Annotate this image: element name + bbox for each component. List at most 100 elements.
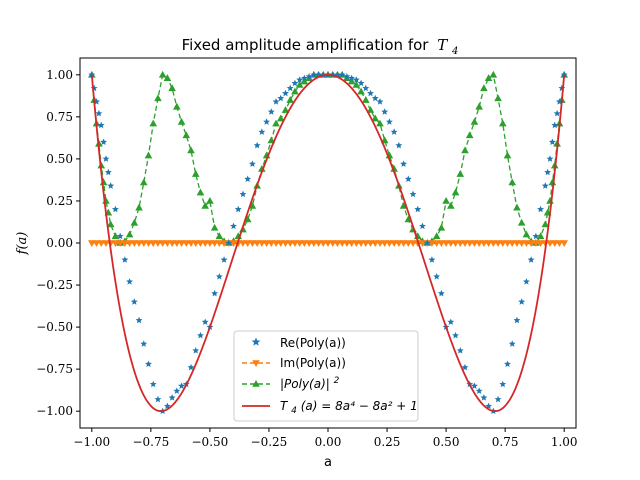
series-abs-point [281,106,290,113]
series-abs-point [99,178,108,186]
series-abs-point [215,232,224,240]
series-re-point [456,347,464,354]
series-abs-point [154,94,162,102]
series-re-point [423,239,431,246]
series-layer [88,70,568,415]
series-re-point [145,360,152,367]
series-re-point [300,74,308,82]
series-abs-point [517,218,526,226]
legend-entry-abs: |Poly(a)| 2 [242,376,340,391]
series-re-point [296,76,304,83]
series-abs-point [276,114,285,122]
series-abs-point [522,230,531,238]
series-re-point [447,318,455,325]
series-abs-point [347,77,356,85]
series-re-point [239,190,247,198]
series-abs-point [390,165,398,172]
series-abs-point [371,114,380,122]
series-re-point [187,363,195,371]
legend-label-abs: |Poly(a)| 2 [280,376,340,391]
series-abs-point [480,84,488,92]
series-re-point [178,382,185,389]
y-tick-label: −0.25 [36,278,73,292]
x-axis: −1.00 −0.75 −0.50 −0.25 0.00 0.25 0.50 0.75 1.00 [73,428,578,449]
series-abs-point [456,170,465,177]
series-re-point [461,363,469,371]
series-re-point [267,108,275,115]
series-re-point [225,239,233,246]
series-re-point [381,108,389,115]
series-re-point [371,94,379,102]
series-re-point [100,138,108,145]
series-abs-point [295,80,304,88]
series-re-point [475,387,483,394]
series-abs-point [248,202,257,209]
series-abs-point [144,151,153,159]
series-re-point [192,347,200,354]
x-tick-label: −1.00 [73,435,110,449]
legend-entry-im: Im(Poly(a)) [242,356,346,370]
series-abs-point [465,131,474,139]
legend-entry-t4: T 4 (a) = 8a⁴ − 8a² + 1 [242,399,418,416]
legend-label-abs-sup: 2 [334,376,340,386]
series-re-point [220,256,228,263]
series-abs-point [541,220,550,228]
legend-label-abs-main: |Poly(a)| [280,377,330,391]
chart-title-math-sub: 4 [451,46,458,57]
x-axis-label: a [324,455,332,470]
series-abs-point [475,102,483,110]
series-re-point [310,71,318,78]
series-re-point [504,360,511,367]
series-abs-point [173,102,181,110]
chart-title-text: Fixed amplitude amplification for [182,36,430,54]
series-re-point [544,168,552,176]
series-abs-point [163,74,172,81]
series-re-point [234,205,242,213]
y-tick-label: 1.00 [46,68,73,82]
y-tick-label: 0.50 [46,152,73,166]
series-abs-point [494,94,502,102]
series-re-point [362,84,370,92]
series-re-point [149,380,157,388]
series-abs-point [399,202,408,209]
series-re-point [97,121,105,129]
series-re-point [428,256,436,263]
series-abs-point [432,232,441,240]
series-re-point [532,232,540,240]
series-re-point [102,155,110,162]
series-re-point [201,318,209,325]
legend-label-t4-rest: (a) = 8a⁴ − 8a² + 1 [301,399,418,413]
y-tick-label: −0.50 [36,320,73,334]
series-re-point [560,71,568,78]
series-abs-point [191,170,200,177]
series-abs-point [125,230,134,238]
series-re-point [352,76,360,83]
legend-marker-im [252,360,260,367]
legend: Re(Poly(a)) Im(Poly(a)) |Poly(a)| 2 T 4 … [233,330,419,422]
series-abs-point [272,119,280,127]
series-abs-point [291,87,299,95]
series-abs-point [177,117,186,125]
series-re-point [553,109,561,117]
series-re-point [527,256,535,263]
x-tick-label: −0.25 [251,435,288,449]
series-re-point [168,394,176,401]
series-re-point [390,128,398,135]
series-re-point [215,273,223,280]
series-re-point [541,182,549,189]
legend-entry-re: Re(Poly(a)) [251,336,346,350]
legend-marker-abs [252,380,260,387]
legend-label-t4: T 4 (a) = 8a⁴ − 8a² + 1 [280,399,418,416]
series-re-point [258,128,266,135]
y-tick-label: 0.00 [46,236,73,250]
series-re-point [348,74,356,82]
series-re-point [253,141,261,149]
y-tick-label: −0.75 [36,362,73,376]
series-abs-point [352,80,361,88]
series-re-point [154,395,162,403]
series-re-point [277,94,285,102]
series-re-point [112,205,119,213]
series-re-point [95,109,103,117]
y-axis-label: f(a) [15,232,30,256]
series-abs-point [210,223,219,231]
